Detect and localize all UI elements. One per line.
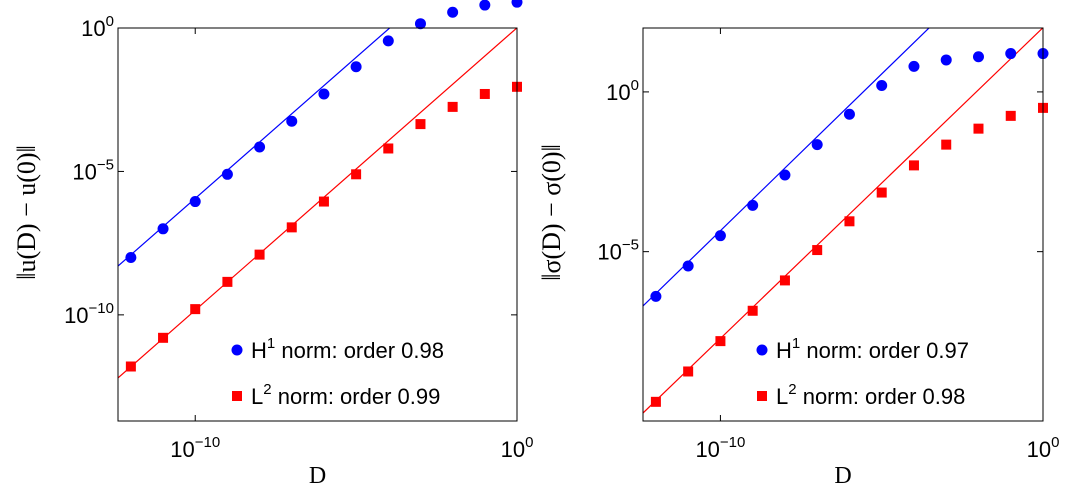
data-point-h1 (479, 0, 491, 11)
legend-marker-h1 (756, 344, 768, 356)
data-point-l2 (222, 276, 233, 287)
data-point-h1 (811, 139, 823, 151)
data-point-l2 (973, 123, 984, 134)
data-point-h1 (157, 223, 169, 235)
legend-marker-l2 (757, 391, 767, 401)
y-axis-label: ‖u(D) − u(0)‖ (12, 145, 41, 280)
x-tick-label: 10−10 (695, 434, 745, 462)
data-point-l2 (812, 245, 823, 256)
data-point-h1 (876, 80, 888, 92)
data-point-h1 (414, 18, 426, 30)
x-tick-label: 100 (1027, 434, 1060, 462)
legend-marker-l2 (232, 391, 242, 401)
data-point-l2 (779, 275, 790, 286)
data-point-h1 (511, 0, 523, 8)
data-point-h1 (125, 251, 137, 263)
data-point-l2 (941, 139, 952, 150)
data-point-h1 (714, 230, 726, 242)
legend-label-l2: L2 norm: order 0.98 (776, 381, 965, 409)
data-point-l2 (715, 336, 726, 347)
data-point-h1 (908, 60, 920, 72)
left-panel: 10−10 100 10−10 10−5 100 D ‖u(D) − u(0)‖ H1 nor… (12, 0, 533, 489)
legend-label-h1: H1 norm: order 0.98 (251, 335, 444, 363)
y-tick-label: 10−5 (72, 156, 114, 184)
data-point-h1 (350, 61, 362, 73)
y-axis-label: ‖σ(D) − σ(0)‖ (537, 144, 566, 281)
y-tick-label: 100 (606, 77, 639, 105)
fit-line-h1 (118, 28, 391, 267)
axes-box (117, 27, 518, 422)
fit-line-l2 (643, 28, 1043, 414)
data-point-l2 (415, 119, 426, 130)
data-point-l2 (158, 332, 169, 343)
data-point-l2 (1005, 110, 1016, 121)
data-point-h1 (318, 88, 330, 100)
fit-line-h1 (643, 28, 930, 307)
y-tick-label: 10−10 (64, 300, 114, 328)
data-point-h1 (779, 169, 791, 181)
data-point-l2 (908, 160, 919, 171)
legend-label-l2: L2 norm: order 0.99 (251, 381, 440, 409)
y-tick-label: 100 (81, 13, 114, 41)
data-point-l2 (447, 101, 458, 112)
data-point-l2 (383, 143, 394, 154)
data-point-l2 (479, 88, 490, 99)
right-panel: 10−10 100 10−5 100 D ‖σ(D) − σ(0)‖ H1 norm: or… (537, 27, 1060, 489)
data-point-h1 (650, 290, 662, 302)
data-point-h1 (843, 108, 855, 120)
data-point-h1 (940, 54, 952, 66)
legend-marker-h1 (231, 344, 243, 356)
legend-label-h1: H1 norm: order 0.97 (776, 335, 969, 363)
data-point-h1 (682, 260, 694, 272)
x-tick-label: 10−10 (170, 434, 220, 462)
data-point-h1 (254, 141, 266, 153)
x-tick-label: 100 (501, 434, 534, 462)
data-point-l2 (650, 396, 661, 407)
data-point-l2 (683, 366, 694, 377)
data-point-h1 (1005, 48, 1017, 60)
data-point-l2 (844, 216, 855, 227)
data-point-h1 (972, 51, 984, 63)
data-point-l2 (318, 196, 329, 207)
data-point-h1 (221, 168, 233, 180)
data-point-l2 (254, 249, 265, 260)
data-point-h1 (189, 196, 201, 208)
x-axis-label: D (834, 463, 851, 489)
data-point-h1 (286, 115, 298, 127)
data-point-l2 (286, 222, 297, 233)
data-point-h1 (447, 6, 459, 18)
y-tick-label: 10−5 (597, 237, 639, 265)
data-point-h1 (382, 35, 394, 47)
axes-box (642, 27, 1044, 422)
data-point-l2 (876, 187, 887, 198)
data-point-l2 (125, 361, 136, 372)
data-point-l2 (747, 305, 758, 316)
data-point-l2 (190, 304, 201, 315)
data-point-h1 (747, 199, 759, 211)
data-point-l2 (351, 169, 362, 180)
x-axis-label: D (309, 463, 326, 489)
